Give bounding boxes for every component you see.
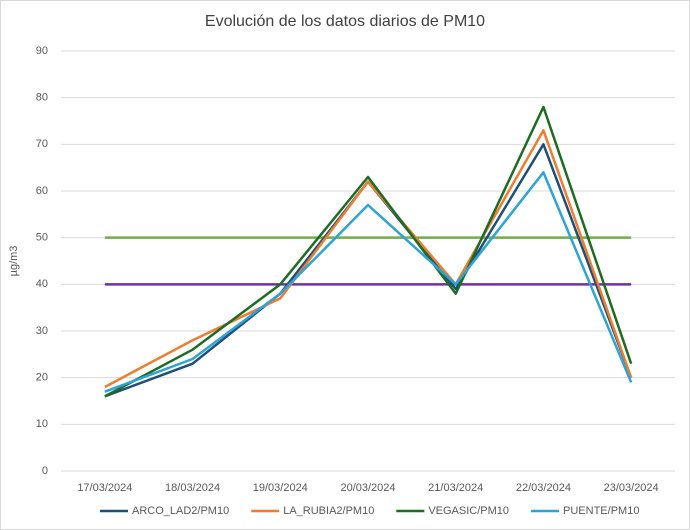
y-tick-label: 0	[42, 465, 48, 477]
y-tick-label: 70	[36, 138, 48, 150]
x-tick-label: 21/03/2024	[428, 482, 483, 494]
y-tick-label: 40	[36, 278, 48, 290]
x-tick-label: 17/03/2024	[77, 482, 132, 494]
x-tick-label: 23/03/2024	[604, 482, 659, 494]
series-line	[104, 171, 633, 393]
y-tick-label: 30	[36, 325, 48, 337]
y-tick-label: 80	[36, 92, 48, 104]
series-line	[104, 105, 633, 398]
y-tick-label: 10	[36, 418, 48, 430]
y-tick-label: 50	[36, 232, 48, 244]
x-tick-label: 18/03/2024	[165, 482, 220, 494]
y-tick-label: 60	[36, 185, 48, 197]
y-axis-label: µg/m3	[8, 246, 20, 277]
legend-label: LA_RUBIA2/PM10	[283, 505, 374, 517]
legend-label: VEGASIC/PM10	[428, 505, 509, 517]
x-tick-label: 20/03/2024	[340, 482, 395, 494]
x-tick-label: 22/03/2024	[516, 482, 571, 494]
y-tick-label: 20	[36, 372, 48, 384]
y-tick-label: 90	[36, 45, 48, 57]
series-line	[104, 129, 633, 389]
legend-label: ARCO_LAD2/PM10	[132, 505, 229, 517]
chart-title: Evolución de los datos diarios de PM10	[205, 13, 485, 30]
x-tick-label: 19/03/2024	[253, 482, 308, 494]
legend-label: PUENTE/PM10	[563, 505, 639, 517]
